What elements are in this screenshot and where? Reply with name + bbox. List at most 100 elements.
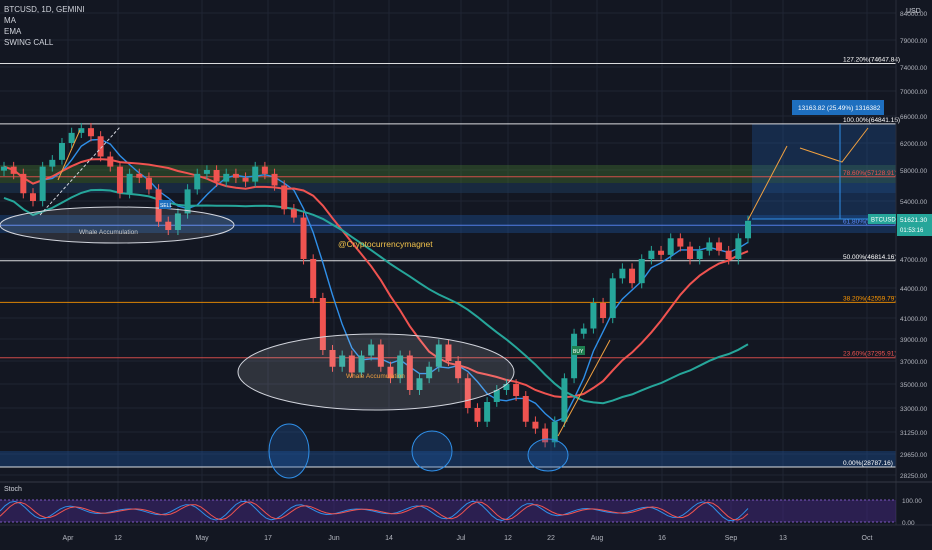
candle-body-12 [116, 166, 123, 194]
candle-body-73 [706, 242, 713, 251]
currency-label: USD [906, 8, 921, 15]
price-tick-1: 79000.00 [900, 38, 927, 45]
candle-body-25 [242, 177, 249, 182]
candle-body-65 [629, 268, 636, 284]
stoch-tick-0: 100.00 [902, 498, 922, 505]
price-axis[interactable]: 84000.00 79000.00 74000.00 70000.00 66000.00… [895, 0, 927, 525]
candle-body-22 [213, 170, 220, 182]
candle-body-36 [348, 355, 355, 373]
candle-body-76 [735, 238, 742, 259]
candle-body-2 [20, 173, 27, 194]
time-tick-5: 14 [385, 535, 393, 542]
fib-label-1: 100.00%(64841.15) [843, 117, 900, 124]
candle-body-37 [358, 355, 365, 373]
time-tick-11: Sep [725, 535, 738, 542]
fib-label-5: 38.20%(42559.79) [843, 295, 897, 302]
price-tick-5: 62000.00 [900, 141, 927, 148]
candle-body-33 [319, 298, 326, 350]
time-tick-4: Jun [328, 535, 339, 542]
stoch-tick-1: 0.00 [902, 520, 915, 527]
fib-label-6: 23.60%(37295.91) [843, 351, 897, 358]
candle-body-45 [435, 344, 442, 367]
candles [1, 122, 751, 448]
last-price-tag [897, 214, 932, 236]
candle-body-39 [377, 344, 384, 367]
symbol-title[interactable]: BTCUSD, 1D, GEMINI [4, 5, 85, 14]
bottom-ellipse-3 [527, 438, 569, 472]
candle-body-34 [329, 350, 336, 367]
price-tick-11: 41000.00 [900, 316, 927, 323]
candle-body-50 [484, 402, 491, 422]
candle-body-1 [10, 166, 17, 174]
candle-body-26 [252, 166, 259, 182]
candle-body-18 [174, 213, 181, 230]
chart-legend: BTCUSD, 1D, GEMINI MA EMA SWING CALL [4, 4, 84, 48]
candle-body-52 [503, 384, 510, 390]
sell-tag-label: SELL [160, 203, 172, 209]
candle-body-41 [397, 355, 404, 379]
indicator-ema[interactable]: EMA [4, 27, 22, 36]
price-tick-6: 58000.00 [900, 168, 927, 175]
candle-body-11 [107, 156, 114, 167]
orange-arrow-1 [57, 129, 81, 181]
stoch-k-line [0, 500, 749, 522]
price-tick-3: 70000.00 [900, 89, 927, 96]
candle-body-74 [716, 242, 723, 251]
price-tick-14: 35000.00 [900, 382, 927, 389]
candle-body-17 [165, 221, 172, 230]
sell-tag [159, 200, 171, 209]
price-tick-17: 29650.00 [900, 452, 927, 459]
watermark-text: @Cryptocurrencymagnet [338, 239, 433, 249]
price-tick-16: 31250.00 [900, 430, 927, 437]
candle-body-63 [609, 278, 616, 318]
candle-body-54 [522, 396, 529, 422]
candle-body-13 [126, 173, 133, 194]
candle-body-62 [600, 303, 607, 318]
candle-body-49 [474, 408, 481, 422]
measure-label: 13163.82 (25.49%) 1316382 [798, 105, 881, 112]
candle-body-14 [136, 173, 143, 178]
fib-label-0: 127.20%(74647.84) [843, 57, 900, 64]
candle-body-15 [145, 177, 152, 190]
indicator-ma[interactable]: MA [4, 16, 16, 25]
candle-body-21 [203, 170, 210, 174]
stoch-label: Stoch [4, 486, 22, 493]
price-tick-4: 66000.00 [900, 114, 927, 121]
candle-body-59 [571, 333, 578, 379]
fib-label-2: 78.60%(57128.91) [843, 170, 897, 177]
last-price-timer: 01:53:16 [900, 228, 924, 234]
blue-zone [0, 215, 896, 233]
time-axis[interactable]: Apr 12 May 17 Jun 14 Jul 12 22 Aug 16 Sep 13 Oct [0, 524, 932, 542]
candle-body-43 [416, 378, 423, 390]
measure-box [792, 100, 884, 115]
swing-line [3, 188, 749, 405]
price-tick-12: 39000.00 [900, 337, 927, 344]
time-tick-1: 12 [114, 535, 122, 542]
candle-body-51 [493, 390, 500, 402]
symbol-tag [868, 214, 896, 224]
time-tick-13: Oct [862, 535, 873, 542]
candle-body-38 [368, 344, 375, 356]
candle-body-9 [87, 128, 94, 137]
candle-body-6 [58, 143, 65, 160]
whale-accumulation-label-2: Whale Accumulation [346, 373, 405, 380]
candle-body-29 [281, 185, 288, 210]
candle-body-75 [725, 250, 732, 259]
moving-averages [3, 138, 749, 423]
last-price-value: 51621.30 [900, 217, 927, 224]
drawing-overlays [0, 124, 896, 479]
time-tick-12: 13 [779, 535, 787, 542]
indicator-swing-call[interactable]: SWING CALL [4, 38, 54, 47]
buy-tag-label: BUY [573, 349, 584, 355]
ma-line [3, 158, 749, 399]
candle-body-20 [194, 173, 201, 190]
symbol-tag-label: BTCUSD [871, 218, 896, 224]
time-tick-6: Jul [457, 535, 466, 542]
candle-body-61 [590, 303, 597, 329]
bottom-ellipse-2 [411, 430, 453, 472]
candle-body-32 [310, 259, 317, 298]
candle-body-8 [78, 128, 85, 133]
projection-path [747, 127, 869, 221]
